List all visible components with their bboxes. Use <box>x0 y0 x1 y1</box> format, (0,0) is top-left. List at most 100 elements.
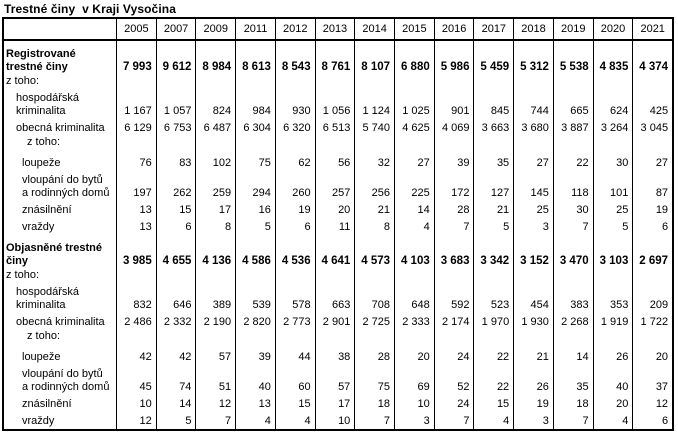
burglaries-registered-2009: 259 <box>196 171 237 201</box>
burglaries-registered-2013: 257 <box>316 171 356 201</box>
of-which-registered-2015 <box>395 75 435 89</box>
general-crime-solved-2016: 2 174 <box>435 313 475 330</box>
solved-crimes-2012: 4 536 <box>276 235 316 269</box>
table-row-murders-solved: vraždy 12 5 7 4 4 10 7 3 7 4 3 7 4 6 <box>4 412 672 429</box>
economic-crime-solved-2016: 592 <box>435 283 475 313</box>
general-crime-registered-2014: 5 740 <box>355 119 396 136</box>
of-which-general-solved-2005 <box>117 330 157 344</box>
row-label-rapes-registered: znásilnění <box>4 201 117 218</box>
rapes-registered-2018: 25 <box>514 201 554 218</box>
murders-solved-2014: 7 <box>355 412 396 429</box>
robberies-solved-2009: 57 <box>196 344 237 365</box>
label-line: činy <box>6 255 29 267</box>
rapes-solved-2012: 15 <box>276 395 316 412</box>
solved-crimes-2019: 3 470 <box>554 235 594 269</box>
table-row-registered-crimes: Registrované trestné činy 7 993 9 612 8 984 8… <box>4 41 672 75</box>
economic-crime-registered-2018: 744 <box>514 89 554 119</box>
general-crime-registered-2013: 6 513 <box>316 119 356 136</box>
of-which-general-registered-2020 <box>594 136 634 150</box>
of-which-general-solved-2011 <box>236 330 276 344</box>
row-label-general-crime-solved: obecná kriminalita <box>4 313 117 330</box>
general-crime-solved-2020: 1 919 <box>594 313 634 330</box>
of-which-registered-2018 <box>514 75 554 89</box>
year-header-2013: 2013 <box>316 19 356 39</box>
burglaries-registered-2018: 145 <box>514 171 554 201</box>
of-which-solved-2013 <box>316 269 356 283</box>
label-line: znásilnění <box>22 204 72 216</box>
general-crime-solved-2021: 1 722 <box>640 316 669 328</box>
table-row-of-which-general-registered: z toho: <box>4 136 672 150</box>
label-line: a rodinných domů <box>22 187 110 199</box>
of-which-solved-2016 <box>435 269 475 283</box>
of-which-solved-2007 <box>157 269 197 283</box>
robberies-registered-2013: 56 <box>316 150 356 171</box>
registered-crimes-2021: 4 374 <box>639 61 669 73</box>
economic-crime-registered-2016: 901 <box>435 89 475 119</box>
registered-crimes-2014: 8 107 <box>355 41 396 75</box>
of-which-general-solved-2020 <box>594 330 634 344</box>
rapes-solved-2009: 12 <box>196 395 237 412</box>
registered-crimes-2005: 7 993 <box>117 41 157 75</box>
robberies-registered-2007: 83 <box>157 150 197 171</box>
of-which-solved-2020 <box>594 269 634 283</box>
murders-registered-2007: 6 <box>157 218 197 235</box>
table-body: Registrované trestné činy 7 993 9 612 8 984 8… <box>4 41 672 429</box>
table-row-of-which-general-solved: z toho: <box>4 330 672 344</box>
general-crime-registered-2018: 3 680 <box>514 119 554 136</box>
murders-solved-2016: 7 <box>435 412 475 429</box>
burglaries-solved-2015: 69 <box>395 365 435 395</box>
table-row-economic-crime-registered: hospodářská kriminalita 1 167 1 057 824 984 93… <box>4 89 672 119</box>
murders-registered-2014: 8 <box>355 218 396 235</box>
of-which-registered-2009 <box>196 75 237 89</box>
rapes-registered-2009: 17 <box>196 201 237 218</box>
robberies-solved-2020: 26 <box>594 344 634 365</box>
robberies-solved-2017: 22 <box>474 344 515 365</box>
year-header-2017: 2017 <box>474 19 515 39</box>
of-which-general-registered-2007 <box>157 136 197 150</box>
rapes-registered-2021: 19 <box>655 204 669 216</box>
row-label-registered-crimes: Registrované trestné činy <box>4 41 117 75</box>
row-label-of-which-registered: z toho: <box>4 75 117 89</box>
row-label-robberies-registered: loupeže <box>4 150 117 171</box>
rapes-solved-2014: 18 <box>355 395 396 412</box>
general-crime-solved-2012: 2 773 <box>276 313 316 330</box>
of-which-general-registered-2021 <box>633 136 672 150</box>
economic-crime-solved-2009: 389 <box>196 283 237 313</box>
burglaries-solved-2013: 57 <box>316 365 356 395</box>
robberies-solved-2018: 21 <box>514 344 554 365</box>
burglaries-solved-2018: 26 <box>514 365 554 395</box>
murders-registered-2015: 4 <box>395 218 435 235</box>
solved-crimes-2018: 3 152 <box>514 235 554 269</box>
label-line: vraždy <box>22 415 55 427</box>
robberies-registered-2016: 39 <box>435 150 475 171</box>
economic-crime-solved-2018: 454 <box>514 283 554 313</box>
solved-crimes-2013: 4 641 <box>316 235 356 269</box>
row-label-murders-registered: vraždy <box>4 218 117 235</box>
label-line: hospodářská <box>16 92 79 104</box>
solved-crimes-2020: 3 103 <box>594 235 634 269</box>
registered-crimes-2013: 8 761 <box>316 41 356 75</box>
robberies-solved-2012: 44 <box>276 344 316 365</box>
murders-registered-2013: 11 <box>316 218 356 235</box>
of-which-solved-2021 <box>633 269 672 283</box>
robberies-registered-2011: 75 <box>236 150 276 171</box>
of-which-general-registered-2019 <box>554 136 594 150</box>
of-which-general-registered-2017 <box>474 136 515 150</box>
general-crime-solved-2013: 2 901 <box>316 313 356 330</box>
rapes-solved-2007: 14 <box>157 395 197 412</box>
general-crime-solved-2015: 2 333 <box>395 313 435 330</box>
general-crime-solved-2019: 2 268 <box>554 313 594 330</box>
of-which-general-solved-2012 <box>276 330 316 344</box>
general-crime-registered-2017: 3 663 <box>474 119 515 136</box>
burglaries-solved-2007: 74 <box>157 365 197 395</box>
burglaries-registered-2016: 172 <box>435 171 475 201</box>
label-line: z toho: <box>6 75 40 87</box>
economic-crime-registered-2005: 1 167 <box>117 89 157 119</box>
murders-solved-2015: 3 <box>395 412 435 429</box>
rapes-solved-2021: 12 <box>655 398 669 410</box>
general-crime-registered-2015: 4 625 <box>395 119 435 136</box>
solved-crimes-2005: 3 985 <box>117 235 157 269</box>
of-which-general-solved-2015 <box>395 330 435 344</box>
rapes-registered-2016: 28 <box>435 201 475 218</box>
general-crime-registered-2009: 6 487 <box>196 119 237 136</box>
